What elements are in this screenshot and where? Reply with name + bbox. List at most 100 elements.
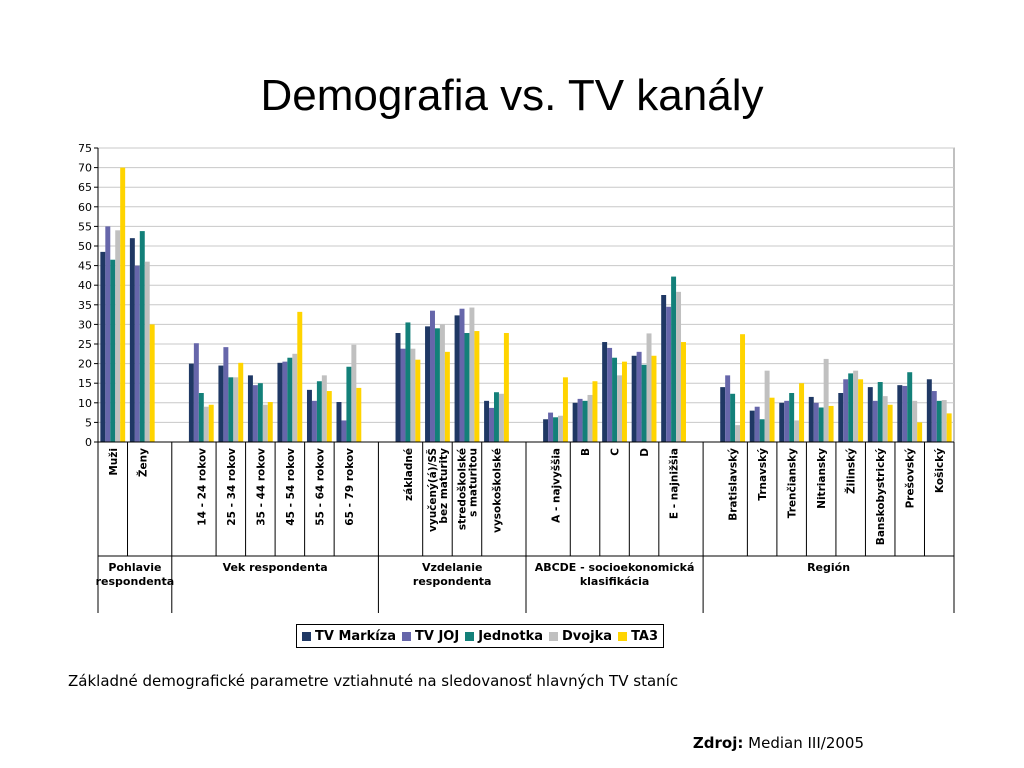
bar	[351, 344, 357, 442]
bar	[912, 400, 918, 442]
legend-swatch	[618, 631, 628, 641]
category-label: E - najnižšia	[669, 448, 681, 519]
bar	[129, 238, 135, 442]
bar	[326, 391, 332, 442]
group-label: respondenta	[413, 575, 492, 588]
category-label: 55 - 64 rokov	[314, 448, 326, 526]
bar	[681, 342, 686, 442]
legend-label: TV JOJ	[415, 628, 460, 644]
bar	[769, 397, 775, 442]
legend-item: TV JOJ	[402, 629, 459, 644]
bar	[572, 402, 578, 442]
bar	[257, 383, 263, 442]
bar	[931, 391, 937, 442]
bar	[553, 417, 558, 442]
bar	[828, 405, 834, 442]
bar	[907, 372, 913, 442]
bar	[208, 404, 214, 442]
bar	[425, 326, 431, 442]
bar	[430, 310, 435, 442]
category-label: Nitriansky	[816, 448, 828, 509]
bar	[464, 333, 470, 442]
category-label: C	[610, 448, 622, 456]
slide-caption: Základné demografické parametre vztiahnu…	[68, 672, 679, 690]
bar	[469, 307, 475, 442]
bar	[139, 231, 145, 442]
bar	[759, 419, 765, 442]
bar	[838, 393, 844, 442]
bar	[789, 393, 795, 442]
category-label: A - najvyššia	[551, 448, 563, 523]
legend-swatch	[302, 631, 311, 641]
y-tick-label: 10	[78, 397, 92, 410]
bar	[858, 379, 864, 442]
legend-label: Jednotka	[478, 628, 543, 644]
bar	[730, 393, 736, 442]
bar	[725, 375, 731, 442]
bar	[779, 402, 785, 442]
bar	[887, 404, 893, 442]
bar	[651, 355, 657, 442]
bar	[228, 377, 234, 442]
bar	[287, 357, 293, 442]
y-tick-label: 15	[78, 377, 92, 390]
bar	[434, 328, 440, 442]
bar	[946, 413, 952, 442]
bar	[877, 382, 883, 442]
legend-label: TV Markíza	[315, 628, 397, 644]
category-label: Žilinský	[845, 448, 858, 494]
bar	[917, 422, 923, 442]
bar	[843, 379, 849, 442]
bar	[764, 370, 770, 442]
y-tick-label: 50	[78, 240, 92, 253]
y-tick-label: 5	[85, 416, 92, 429]
y-tick-label: 35	[78, 299, 92, 312]
group-label: Vzdelanie	[422, 561, 483, 574]
bar	[646, 333, 652, 442]
legend-item: Dvojka	[548, 629, 612, 644]
bar	[321, 375, 327, 442]
y-tick-label: 0	[85, 436, 92, 449]
category-label: Prešovský	[905, 448, 917, 509]
bar	[617, 375, 622, 442]
bar	[666, 306, 672, 442]
bar	[941, 400, 947, 442]
bar	[188, 363, 194, 442]
y-tick-label: 25	[78, 338, 92, 351]
legend-swatch	[465, 631, 475, 641]
bar	[936, 400, 942, 442]
y-tick-label: 20	[78, 358, 92, 371]
bar	[631, 355, 637, 442]
bar	[193, 343, 199, 442]
legend-item: TV Markíza	[302, 629, 396, 644]
bar	[749, 410, 755, 442]
category-label: Trenčiansky	[787, 448, 799, 518]
category-label: Ženy	[136, 448, 149, 477]
bar	[818, 407, 824, 442]
group-label: Región	[807, 561, 850, 574]
bar	[238, 362, 244, 442]
source-value: Median III/2005	[748, 734, 864, 752]
bar	[105, 226, 111, 442]
bar	[592, 381, 598, 442]
bar	[405, 322, 411, 442]
bar	[489, 407, 494, 442]
bar	[115, 230, 121, 442]
bar	[548, 412, 554, 442]
category-label: Banskobystrický	[875, 448, 887, 545]
bar	[341, 420, 347, 442]
bar	[853, 370, 859, 442]
category-label: základné	[403, 448, 415, 501]
bar	[641, 364, 647, 442]
category-label: 25 - 34 rokov	[226, 448, 238, 526]
category-label: Košický	[934, 448, 946, 493]
bar	[754, 406, 760, 442]
bar	[292, 353, 298, 442]
category-label: B	[580, 448, 592, 456]
category-label: 14 - 24 rokov	[196, 448, 208, 526]
chart: 0 5 10 15 20 25 30 35 40 45 50 55 60 65 70 75 Muži Ženy 14…	[68, 140, 956, 620]
bar	[799, 383, 805, 442]
bar	[459, 308, 465, 442]
source-label: Zdroj:	[692, 734, 744, 752]
source-note: Zdroj: Median III/2005	[693, 734, 864, 752]
